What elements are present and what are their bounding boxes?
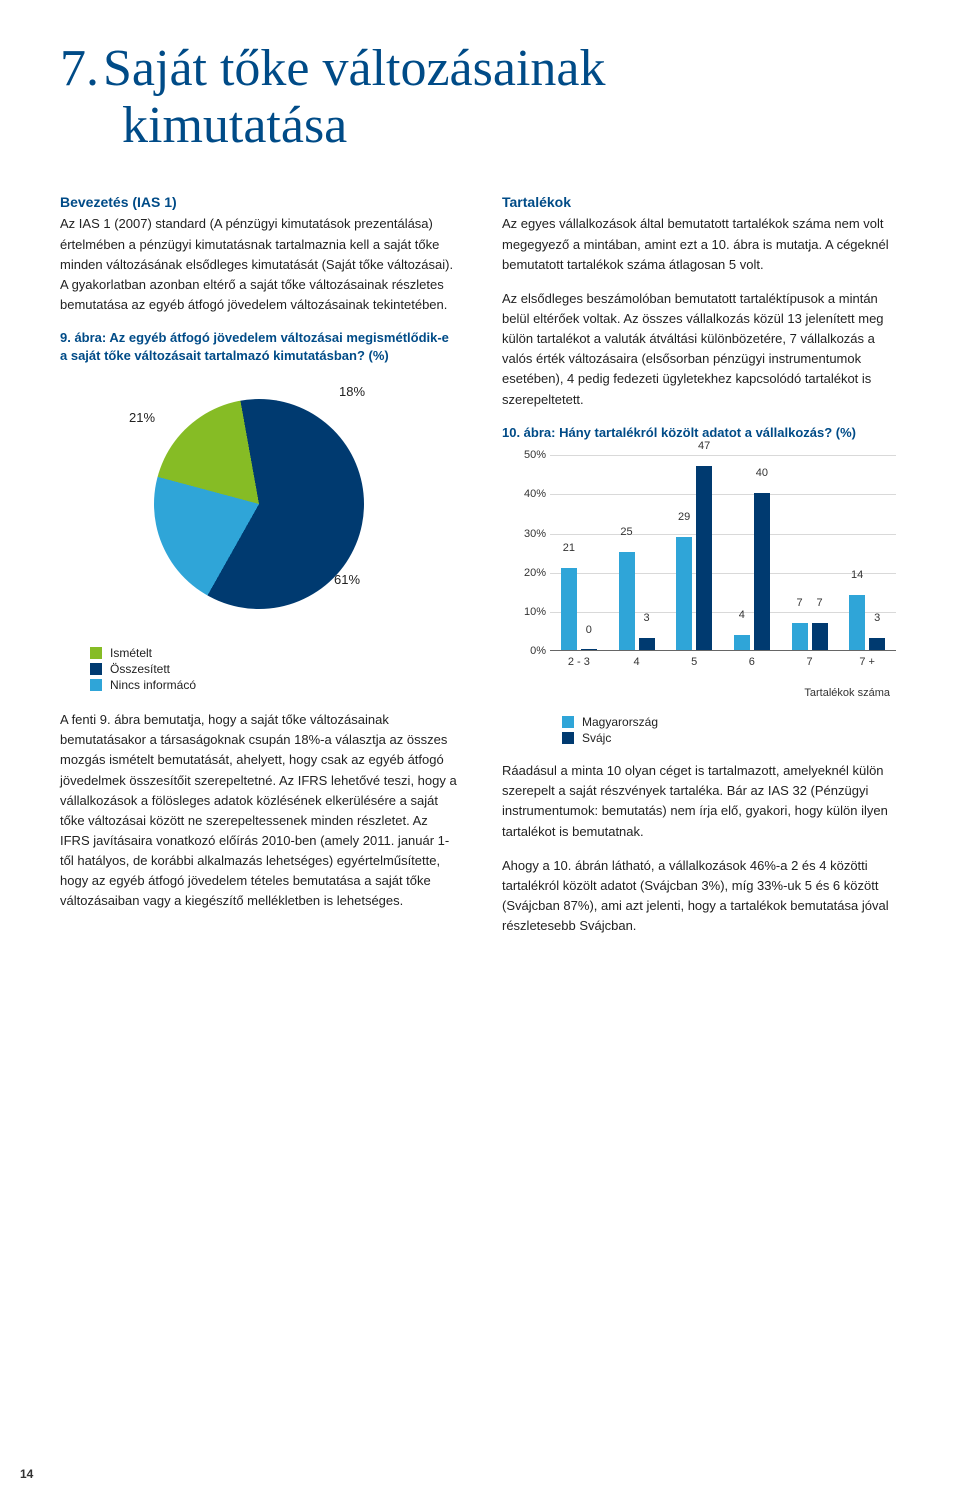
right-subhead: Tartalékok bbox=[502, 194, 900, 210]
legend-row-osszesitett: Összesített bbox=[90, 662, 458, 676]
bar: 21 bbox=[561, 568, 577, 650]
left-para-2: A fenti 9. ábra bemutatja, hogy a saját … bbox=[60, 710, 458, 911]
right-para-3: Ráadásul a minta 10 olyan céget is tarta… bbox=[502, 761, 900, 842]
bar: 14 bbox=[849, 595, 865, 650]
pie-donut bbox=[154, 399, 364, 609]
bar: 25 bbox=[619, 552, 635, 650]
swatch-icon bbox=[90, 647, 102, 659]
y-tick-label: 10% bbox=[502, 606, 546, 618]
swatch-icon bbox=[562, 732, 574, 744]
bar-value-label: 7 bbox=[790, 597, 810, 609]
title-line-1: 7.Saját tőke változásainak bbox=[60, 40, 900, 97]
pie-label-18: 18% bbox=[339, 384, 365, 399]
pie-legend: Ismételt Összesített Nincs informácó bbox=[90, 646, 458, 692]
bar: 0 bbox=[581, 649, 597, 650]
title-line-2: kimutatása bbox=[122, 97, 900, 154]
bar: 7 bbox=[812, 623, 828, 650]
x-category-label: 7 bbox=[788, 656, 832, 668]
bar-chart-10: 0%10%20%30%40%50% 2102 - 325342947544067… bbox=[502, 451, 900, 681]
x-category-label: 2 - 3 bbox=[557, 656, 601, 668]
bar-legend: Magyarország Svájc bbox=[562, 715, 900, 745]
x-category-label: 4 bbox=[615, 656, 659, 668]
legend-row-ch: Svájc bbox=[562, 731, 900, 745]
x-category-label: 5 bbox=[672, 656, 716, 668]
legend-text: Ismételt bbox=[110, 646, 152, 660]
pie-label-21: 21% bbox=[129, 410, 155, 425]
right-para-1: Az egyes vállalkozások által bemutatott … bbox=[502, 214, 900, 274]
right-para-2: Az elsődleges beszámolóban bemutatott ta… bbox=[502, 289, 900, 410]
y-tick-label: 50% bbox=[502, 449, 546, 461]
x-category-label: 6 bbox=[730, 656, 774, 668]
title-number: 7. bbox=[60, 40, 99, 97]
bar-plot-area: 2102 - 325342947544067771437 + bbox=[550, 455, 896, 651]
legend-text: Nincs informácó bbox=[110, 678, 196, 692]
bar-value-label: 29 bbox=[674, 511, 694, 523]
left-para-1: Az IAS 1 (2007) standard (A pénzügyi kim… bbox=[60, 214, 458, 315]
legend-row-hu: Magyarország bbox=[562, 715, 900, 729]
y-tick-label: 0% bbox=[502, 645, 546, 657]
bar-value-label: 14 bbox=[847, 569, 867, 581]
bar: 3 bbox=[639, 638, 655, 650]
pie-chart-9: 18% 61% 21% bbox=[129, 374, 389, 634]
y-tick-label: 20% bbox=[502, 567, 546, 579]
bar: 29 bbox=[676, 537, 692, 651]
bar-value-label: 3 bbox=[867, 612, 887, 624]
bar-value-label: 3 bbox=[637, 612, 657, 624]
bar: 40 bbox=[754, 493, 770, 650]
x-axis-title: Tartalékok száma bbox=[804, 687, 890, 699]
y-tick-label: 40% bbox=[502, 488, 546, 500]
bar-value-label: 25 bbox=[617, 526, 637, 538]
x-category-label: 7 + bbox=[845, 656, 889, 668]
page-title-block: 7.Saját tőke változásainak kimutatása bbox=[60, 40, 900, 154]
fig10-title: 10. ábra: Hány tartalékról közölt adatot… bbox=[502, 424, 900, 442]
right-column: Tartalékok Az egyes vállalkozások által … bbox=[502, 194, 900, 950]
legend-text: Svájc bbox=[582, 731, 611, 745]
swatch-icon bbox=[562, 716, 574, 728]
legend-row-ismetelt: Ismételt bbox=[90, 646, 458, 660]
bar-value-label: 21 bbox=[559, 542, 579, 554]
legend-text: Magyarország bbox=[582, 715, 658, 729]
title-text-1: Saját tőke változásainak bbox=[103, 40, 605, 97]
legend-row-nincs: Nincs informácó bbox=[90, 678, 458, 692]
left-column: Bevezetés (IAS 1) Az IAS 1 (2007) standa… bbox=[60, 194, 458, 950]
bar: 3 bbox=[869, 638, 885, 650]
bar: 47 bbox=[696, 466, 712, 650]
swatch-icon bbox=[90, 679, 102, 691]
bar: 4 bbox=[734, 635, 750, 651]
right-para-4: Ahogy a 10. ábrán látható, a vállalkozás… bbox=[502, 856, 900, 937]
swatch-icon bbox=[90, 663, 102, 675]
bar-value-label: 0 bbox=[579, 624, 599, 636]
left-subhead: Bevezetés (IAS 1) bbox=[60, 194, 458, 210]
bar-value-label: 47 bbox=[694, 440, 714, 452]
fig9-title: 9. ábra: Az egyéb átfogó jövedelem válto… bbox=[60, 329, 458, 364]
legend-text: Összesített bbox=[110, 662, 170, 676]
y-tick-label: 30% bbox=[502, 528, 546, 540]
bar-value-label: 4 bbox=[732, 609, 752, 621]
bar-value-label: 7 bbox=[810, 597, 830, 609]
bar: 7 bbox=[792, 623, 808, 650]
page-number: 14 bbox=[20, 1467, 33, 1481]
pie-label-61: 61% bbox=[334, 572, 360, 587]
bar-value-label: 40 bbox=[752, 467, 772, 479]
